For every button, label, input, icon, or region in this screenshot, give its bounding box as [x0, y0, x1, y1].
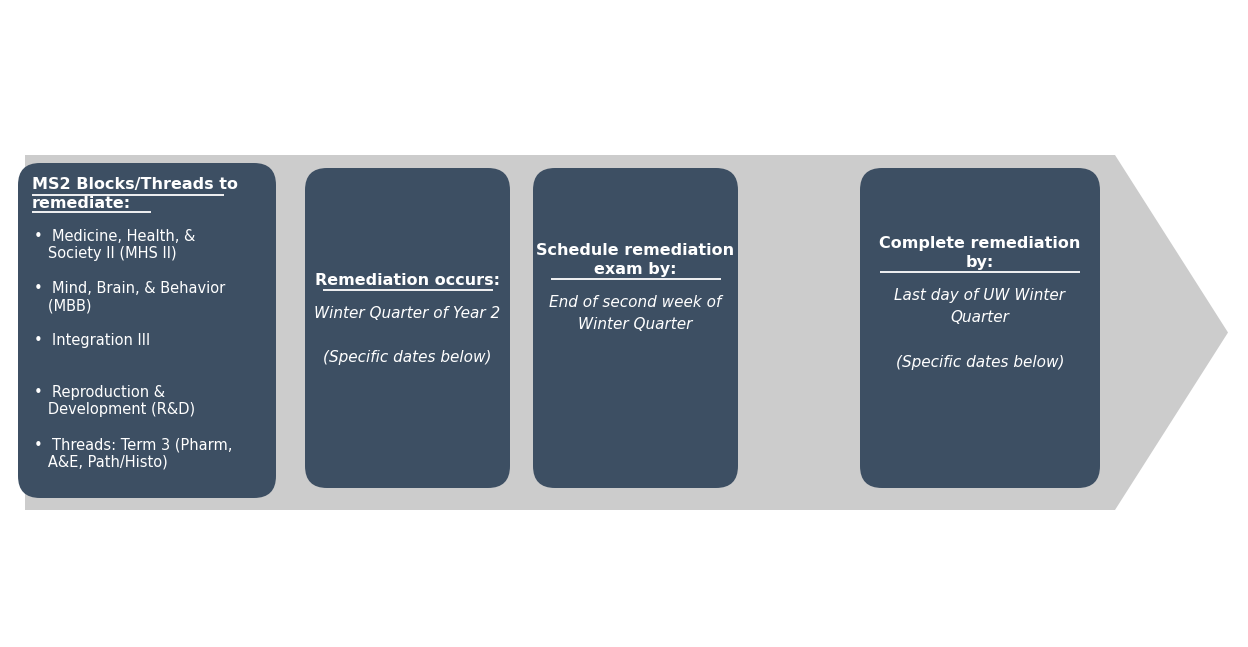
Text: MS2 Blocks/Threads to
remediate:: MS2 Blocks/Threads to remediate: [32, 177, 238, 211]
Text: Complete remediation
by:: Complete remediation by: [880, 236, 1081, 270]
Text: •  Mind, Brain, & Behavior
   (MBB): • Mind, Brain, & Behavior (MBB) [34, 281, 225, 313]
FancyBboxPatch shape [305, 168, 510, 488]
Text: Last day of UW Winter
Quarter

(Specific dates below): Last day of UW Winter Quarter (Specific … [895, 288, 1066, 369]
Text: Remediation occurs:: Remediation occurs: [314, 273, 500, 288]
Text: Winter Quarter of Year 2

(Specific dates below): Winter Quarter of Year 2 (Specific dates… [314, 306, 500, 366]
Text: •  Integration III: • Integration III [34, 333, 150, 348]
Text: •  Reproduction &
   Development (R&D): • Reproduction & Development (R&D) [34, 385, 195, 417]
Text: •  Medicine, Health, &
   Society II (MHS II): • Medicine, Health, & Society II (MHS II… [34, 229, 196, 261]
Polygon shape [25, 155, 1228, 510]
Text: •  Threads: Term 3 (Pharm,
   A&E, Path/Histo): • Threads: Term 3 (Pharm, A&E, Path/Hist… [34, 437, 232, 470]
Text: Schedule remediation
exam by:: Schedule remediation exam by: [537, 243, 735, 277]
FancyBboxPatch shape [17, 163, 276, 498]
FancyBboxPatch shape [860, 168, 1099, 488]
Text: End of second week of
Winter Quarter: End of second week of Winter Quarter [549, 295, 721, 332]
FancyBboxPatch shape [533, 168, 738, 488]
